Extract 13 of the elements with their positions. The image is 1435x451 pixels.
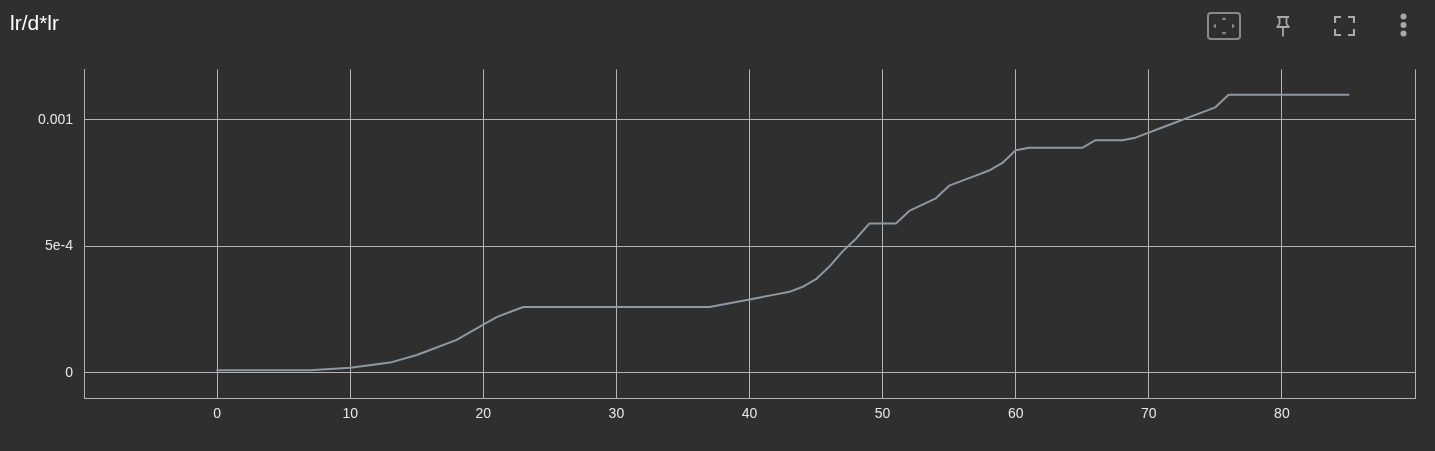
x-tick-label: 70 <box>1141 405 1157 422</box>
y-tick-label: 0 <box>65 363 74 380</box>
y-tick-label: 0.001 <box>37 110 74 127</box>
x-tick-label: 40 <box>741 405 758 422</box>
x-tick-label: 50 <box>874 405 891 422</box>
x-tick-label: 30 <box>608 405 625 422</box>
x-tick-label: 60 <box>1007 405 1024 422</box>
y-tick-label: 5e-4 <box>44 237 74 254</box>
x-tick-label: 10 <box>342 405 359 422</box>
chart-title: lr/d*lr <box>10 10 60 36</box>
x-tick-label: 20 <box>475 405 492 422</box>
x-tick-label: 0 <box>213 405 222 422</box>
x-tick-label: 80 <box>1274 405 1290 422</box>
